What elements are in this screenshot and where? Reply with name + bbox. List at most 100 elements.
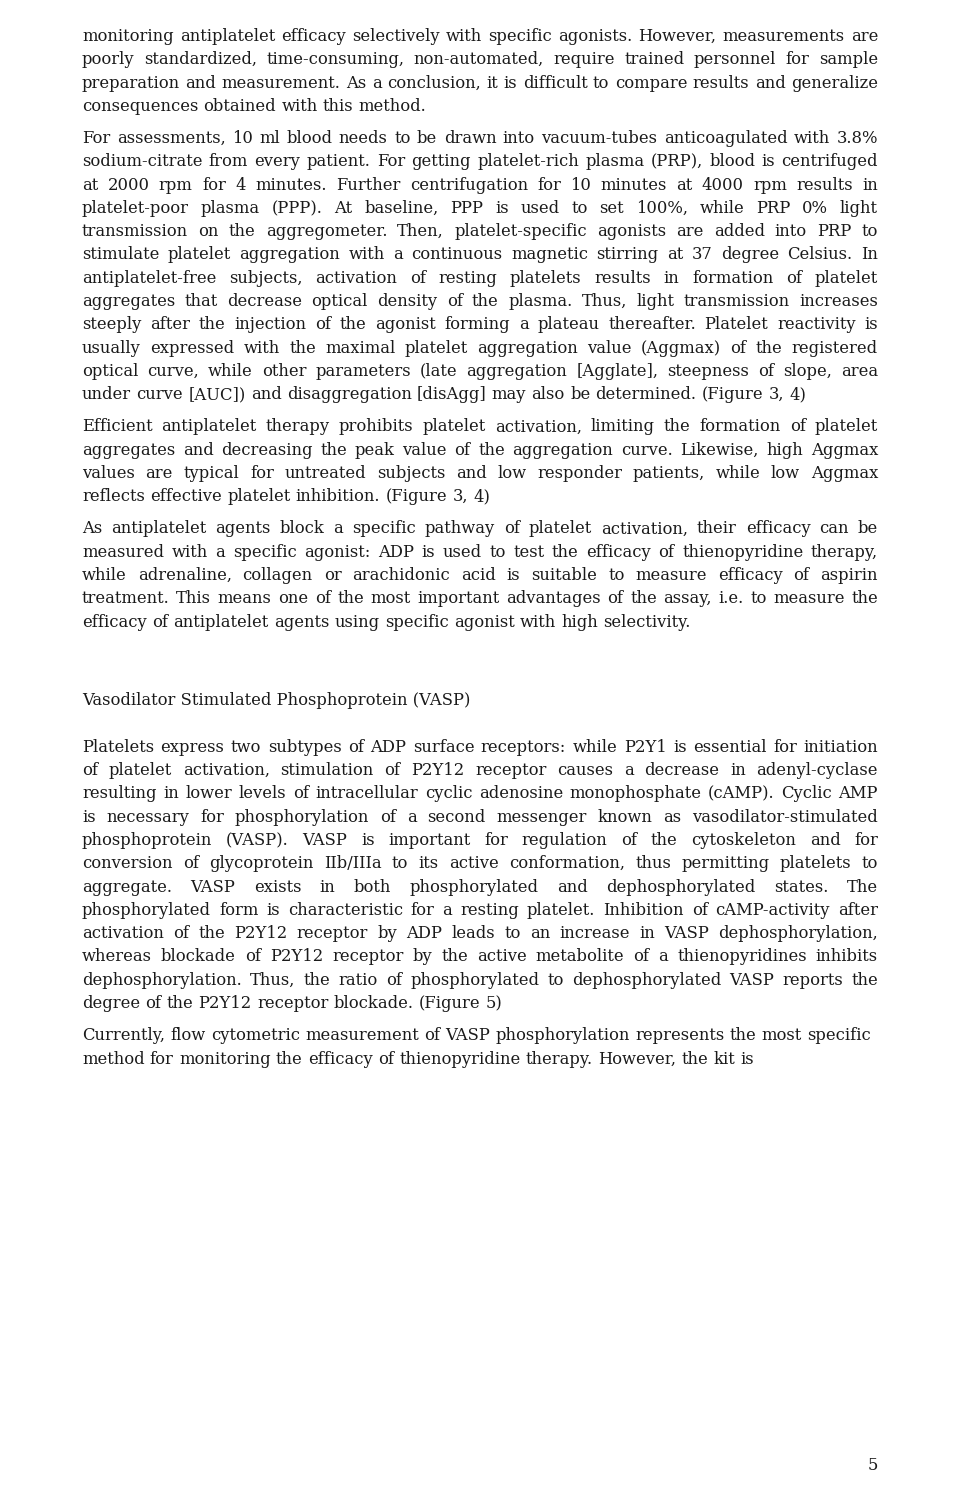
Text: as: as — [663, 809, 682, 825]
Text: while: while — [82, 567, 127, 584]
Text: ADP: ADP — [406, 925, 443, 942]
Text: efficacy: efficacy — [281, 29, 346, 45]
Text: increases: increases — [799, 293, 878, 309]
Text: dephosphorylation,: dephosphorylation, — [718, 925, 878, 942]
Text: and: and — [182, 442, 214, 459]
Text: antiplatelet: antiplatelet — [161, 418, 257, 436]
Text: aggregate.: aggregate. — [82, 878, 172, 895]
Text: the: the — [442, 948, 468, 966]
Text: 5): 5) — [486, 994, 503, 1013]
Text: be: be — [857, 521, 878, 537]
Text: phosphorylated: phosphorylated — [410, 878, 539, 895]
Text: with: with — [445, 29, 482, 45]
Text: the: the — [338, 590, 364, 607]
Text: Thus,: Thus, — [250, 972, 296, 988]
Text: the: the — [199, 317, 226, 333]
Text: density: density — [377, 293, 438, 309]
Text: to: to — [593, 74, 610, 92]
Text: of: of — [173, 925, 189, 942]
Text: receptor: receptor — [297, 925, 368, 942]
Text: At: At — [334, 199, 352, 217]
Text: 3.8%: 3.8% — [836, 130, 878, 146]
Text: into: into — [503, 130, 535, 146]
Text: plateau: plateau — [538, 317, 599, 333]
Text: used: used — [443, 543, 482, 561]
Text: the: the — [199, 925, 225, 942]
Text: the: the — [228, 223, 255, 240]
Text: phosphorylated: phosphorylated — [410, 972, 540, 988]
Text: minutes.: minutes. — [255, 177, 326, 193]
Text: subjects: subjects — [376, 465, 445, 481]
Text: express: express — [160, 739, 225, 756]
Text: Currently,: Currently, — [82, 1028, 165, 1044]
Text: is: is — [507, 567, 520, 584]
Text: of: of — [378, 1050, 394, 1067]
Text: blockade: blockade — [161, 948, 236, 966]
Text: in: in — [639, 925, 655, 942]
Text: plasma: plasma — [201, 199, 260, 217]
Text: metabolite: metabolite — [536, 948, 624, 966]
Text: assay,: assay, — [663, 590, 712, 607]
Text: reflects: reflects — [82, 489, 145, 506]
Text: platelet: platelet — [168, 246, 231, 264]
Text: aggregates: aggregates — [82, 442, 176, 459]
Text: is: is — [361, 831, 374, 850]
Text: preparation: preparation — [82, 74, 180, 92]
Text: active: active — [477, 948, 527, 966]
Text: suitable: suitable — [531, 567, 597, 584]
Text: known: known — [598, 809, 653, 825]
Text: value: value — [588, 340, 632, 356]
Text: flow: flow — [170, 1028, 205, 1044]
Text: while: while — [573, 739, 617, 756]
Text: aggregation: aggregation — [467, 362, 567, 380]
Text: platelet: platelet — [422, 418, 486, 436]
Text: assessments,: assessments, — [117, 130, 226, 146]
Text: and: and — [185, 74, 216, 92]
Text: determined.: determined. — [595, 386, 697, 403]
Text: the: the — [730, 1028, 756, 1044]
Text: of: of — [790, 418, 805, 436]
Text: (Aggmax): (Aggmax) — [641, 340, 721, 356]
Text: measure: measure — [773, 590, 845, 607]
Text: by: by — [413, 948, 432, 966]
Text: therapy.: therapy. — [526, 1050, 592, 1067]
Text: light: light — [840, 199, 878, 217]
Text: a: a — [443, 902, 452, 919]
Text: therapy,: therapy, — [811, 543, 878, 561]
Text: parameters: parameters — [315, 362, 411, 380]
Text: Efficient: Efficient — [82, 418, 153, 436]
Text: 4000: 4000 — [702, 177, 744, 193]
Text: specific: specific — [488, 29, 552, 45]
Text: the: the — [276, 1050, 302, 1067]
Text: trained: trained — [624, 51, 684, 68]
Text: effective: effective — [150, 489, 222, 506]
Text: PRP: PRP — [756, 199, 790, 217]
Text: peak: peak — [355, 442, 395, 459]
Text: continuous: continuous — [412, 246, 503, 264]
Text: inhibits: inhibits — [816, 948, 878, 966]
Text: be: be — [570, 386, 590, 403]
Text: Platelets: Platelets — [82, 739, 155, 756]
Text: subtypes: subtypes — [268, 739, 342, 756]
Text: most: most — [761, 1028, 802, 1044]
Text: agonists.: agonists. — [558, 29, 633, 45]
Text: results: results — [594, 270, 651, 287]
Text: in: in — [862, 177, 878, 193]
Text: transmission: transmission — [82, 223, 188, 240]
Text: rpm: rpm — [753, 177, 787, 193]
Text: P2Y12: P2Y12 — [199, 994, 252, 1013]
Text: efficacy: efficacy — [746, 521, 810, 537]
Text: measurement: measurement — [305, 1028, 419, 1044]
Text: the: the — [303, 972, 330, 988]
Text: dephosphorylation.: dephosphorylation. — [82, 972, 242, 988]
Text: measure: measure — [636, 567, 707, 584]
Text: agents: agents — [215, 521, 271, 537]
Text: personnel: personnel — [694, 51, 777, 68]
Text: This: This — [177, 590, 211, 607]
Text: stimulate: stimulate — [82, 246, 159, 264]
Text: i.e.: i.e. — [718, 590, 744, 607]
Text: a: a — [407, 809, 417, 825]
Text: the: the — [663, 418, 690, 436]
Text: cyclic: cyclic — [424, 786, 472, 803]
Text: method.: method. — [359, 98, 426, 115]
